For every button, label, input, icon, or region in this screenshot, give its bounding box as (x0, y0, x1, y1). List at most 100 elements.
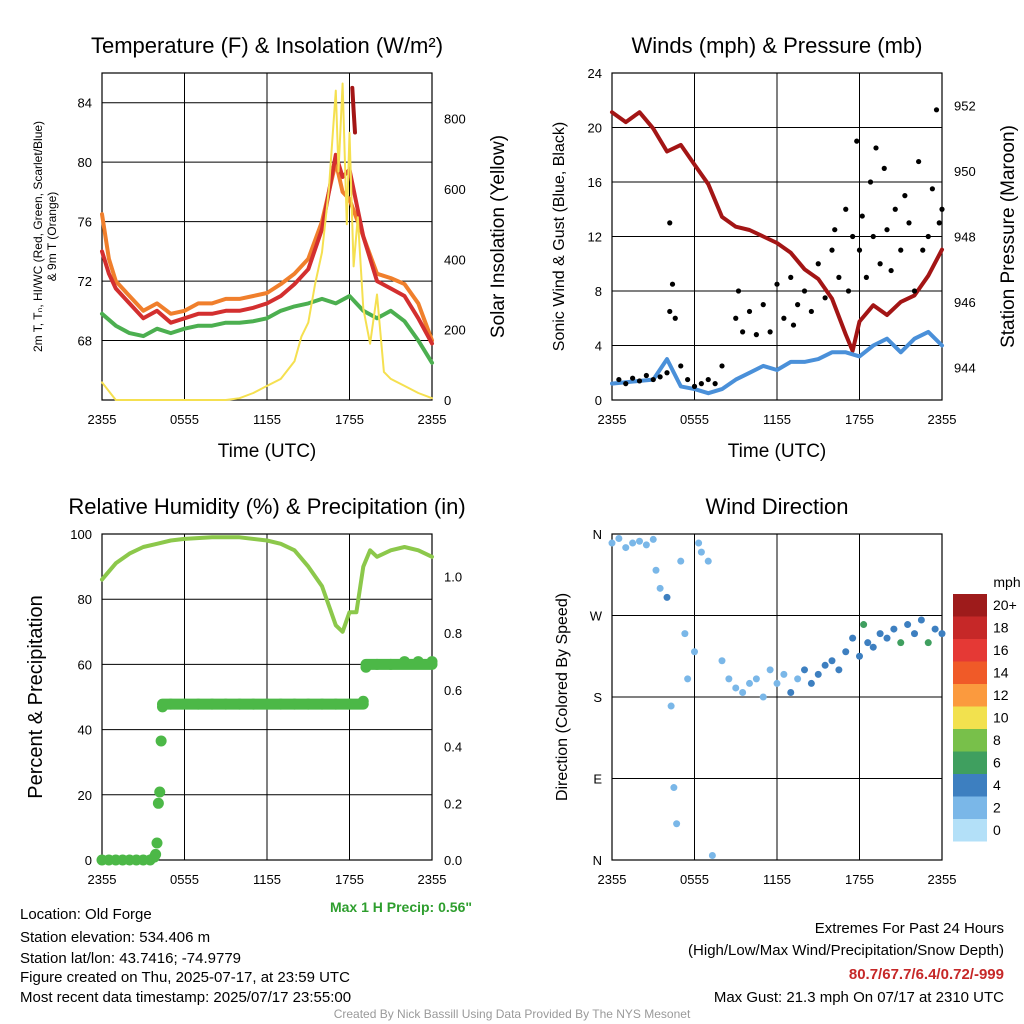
y2-tick-label: 0.4 (444, 740, 462, 755)
direction-point (615, 535, 623, 543)
gust-point (815, 261, 821, 267)
y2-tick-label: 952 (954, 99, 976, 114)
direction-point (691, 648, 698, 656)
credit-text: Created By Nick Bassill Using Data Provi… (333, 1007, 691, 1021)
x-axis-label: Time (UTC) (218, 441, 317, 462)
direction-point (725, 675, 733, 683)
chart-title: Winds (mph) & Pressure (mb) (632, 33, 923, 58)
x-tick-label: 1155 (253, 872, 281, 887)
gust-point (898, 247, 904, 253)
gust-point (643, 372, 649, 379)
direction-point (642, 541, 650, 549)
direction-point (801, 666, 808, 674)
legend-label: 16 (993, 642, 1009, 658)
gust-point (877, 261, 883, 267)
gust-point (911, 288, 918, 294)
direction-point (938, 630, 946, 638)
gust-point (685, 376, 691, 383)
y-tick-label: N (593, 527, 602, 542)
y-tick-label: 0 (85, 853, 92, 868)
gust-point (669, 281, 676, 287)
gust-point (657, 374, 663, 380)
direction-point (697, 548, 705, 556)
plot-frame (101, 72, 433, 401)
legend-swatch (953, 639, 987, 662)
x-tick-label: 2355 (598, 412, 627, 427)
direction-point (667, 702, 675, 710)
y-tick-label: 0 (595, 393, 602, 408)
direction-point (904, 621, 912, 629)
gust-point (920, 247, 926, 253)
extremes-heading: Extremes For Past 24 Hours (814, 920, 1004, 937)
direction-point (780, 670, 788, 678)
y-tick-label: 84 (78, 96, 92, 111)
direction-point (608, 539, 616, 547)
direction-point (677, 557, 685, 565)
max-gust-text: Max Gust: 21.3 mph On 07/17 at 2310 UTC (713, 989, 1004, 1006)
y2-tick-label: 0.2 (444, 796, 462, 811)
chart-title: Relative Humidity (%) & Precipitation (i… (68, 494, 465, 519)
gust-point (712, 381, 718, 387)
x-tick-label: 1755 (845, 412, 874, 427)
direction-point (636, 537, 643, 545)
direction-point (860, 621, 868, 629)
direction-point (766, 666, 774, 674)
series-line-yellow (101, 82, 433, 401)
series-line-maroon (610, 110, 944, 353)
legend-label: 6 (993, 755, 1001, 771)
gust-point (859, 213, 865, 219)
gust-point (740, 329, 746, 335)
direction-point (739, 688, 747, 696)
y-tick-label: 16 (588, 175, 602, 190)
y-axis-label: 2m T, Tₙ, HI/WC (Red, Green, Scarlet/Blu… (31, 121, 45, 352)
y2-axis-label: Solar Insolation (Yellow) (488, 135, 509, 338)
gust-point (854, 138, 860, 144)
gust-point (906, 220, 912, 226)
gust-point (760, 302, 766, 308)
gust-point (664, 370, 670, 376)
x-tick-label: 2355 (88, 872, 117, 887)
y-tick-label: 8 (595, 284, 602, 299)
gust-point (630, 375, 636, 381)
gust-point (767, 329, 773, 335)
gust-point (788, 274, 794, 280)
legend-label: 10 (993, 710, 1009, 726)
gust-point (733, 315, 739, 321)
y2-tick-label: 948 (954, 230, 976, 245)
precip-point (152, 797, 164, 809)
gust-point (902, 193, 908, 199)
gust-point (719, 363, 725, 369)
gust-point (881, 165, 887, 171)
gust-point (870, 233, 876, 240)
direction-point (670, 784, 678, 792)
y2-tick-label: 0.0 (444, 853, 462, 868)
gust-point (856, 247, 863, 253)
direction-point (663, 593, 671, 601)
direction-point (821, 661, 829, 669)
x-tick-label: 2355 (418, 412, 447, 427)
x-tick-label: 1755 (335, 412, 364, 427)
y2-tick-label: 200 (444, 323, 466, 338)
latlon-text: Station lat/lon: 43.7416; -74.9779 (20, 950, 242, 967)
gust-point (836, 274, 842, 280)
gust-point (808, 308, 814, 315)
x-tick-label: 2355 (418, 872, 447, 887)
y-tick-label: 100 (70, 527, 92, 542)
y2-tick-label: 946 (954, 295, 976, 310)
x-tick-label: 1755 (335, 872, 364, 887)
gust-point (667, 220, 673, 226)
extremes-subheading: (High/Low/Max Wind/Precipitation/Snow De… (688, 942, 1004, 959)
plot-frame (611, 72, 943, 401)
gust-point (774, 281, 780, 287)
y-tick-label: S (593, 690, 602, 705)
y-axis-label-line2: & 9m T (Orange) (45, 192, 59, 282)
legend-label: 0 (993, 822, 1001, 838)
gust-point (845, 288, 852, 294)
gust-point (636, 378, 643, 384)
direction-point (684, 675, 692, 683)
legend-swatch (953, 774, 987, 797)
direction-point (856, 652, 863, 660)
gust-point (801, 288, 808, 294)
y-tick-label: N (593, 853, 602, 868)
direction-point (656, 584, 664, 592)
